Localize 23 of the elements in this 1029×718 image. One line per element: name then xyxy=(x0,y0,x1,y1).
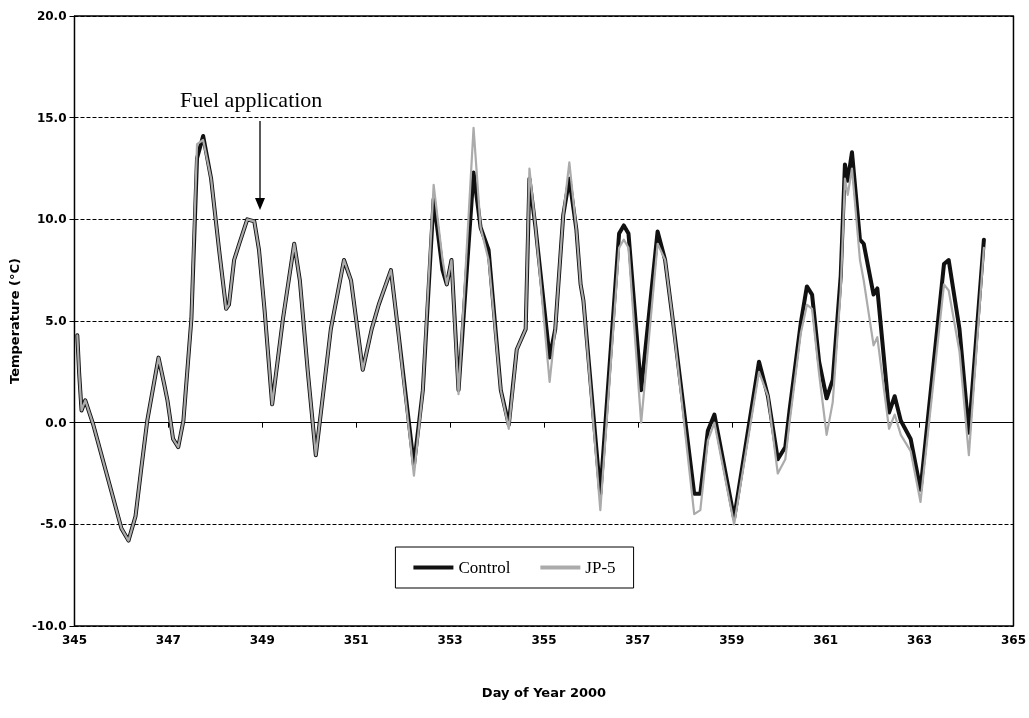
y-tick-label: 0.0 xyxy=(45,415,67,430)
x-tick-label: 363 xyxy=(907,633,933,647)
x-tick-label: 347 xyxy=(155,633,181,647)
x-tick-label: 349 xyxy=(249,633,275,647)
x-tick-label: 355 xyxy=(531,633,557,647)
x-tick-label: 365 xyxy=(1000,633,1027,647)
y-tick-label: -10.0 xyxy=(31,619,67,633)
y-tick-label: 15.0 xyxy=(36,110,67,125)
legend-label: JP-5 xyxy=(585,558,616,577)
y-tick-label: -5.0 xyxy=(40,517,67,532)
x-tick-label: 357 xyxy=(625,633,651,647)
y-tick-label: 5.0 xyxy=(45,314,67,328)
x-tick-label: 351 xyxy=(343,633,369,647)
x-tick-label: 353 xyxy=(437,633,463,647)
legend-label: Control xyxy=(458,558,511,577)
y-tick-label: 20.0 xyxy=(36,9,67,23)
x-tick-label: 361 xyxy=(813,633,839,647)
x-tick-label: 359 xyxy=(719,633,745,647)
y-axis-title: Temperature (°C) xyxy=(7,258,22,384)
y-tick-label: 10.0 xyxy=(36,212,67,227)
x-tick-label: 345 xyxy=(61,633,88,647)
annotation: Fuel application xyxy=(180,87,323,113)
x-axis-title: Day of Year 2000 xyxy=(481,685,607,700)
